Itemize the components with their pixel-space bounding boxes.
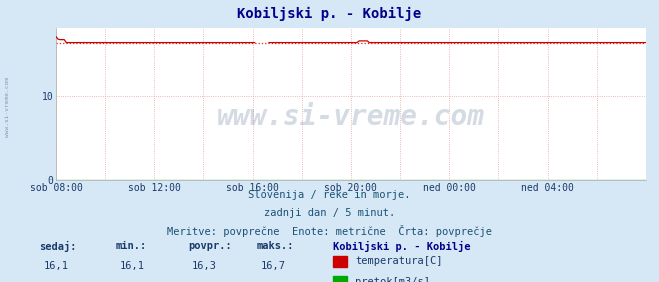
Text: povpr.:: povpr.:	[188, 241, 231, 251]
Text: min.:: min.:	[115, 241, 146, 251]
Text: zadnji dan / 5 minut.: zadnji dan / 5 minut.	[264, 208, 395, 218]
Text: www.si-vreme.com: www.si-vreme.com	[5, 77, 11, 137]
Text: Kobiljski p. - Kobilje: Kobiljski p. - Kobilje	[333, 241, 471, 252]
Text: www.si-vreme.com: www.si-vreme.com	[217, 103, 485, 131]
Text: 16,3: 16,3	[192, 261, 217, 271]
Text: pretok[m3/s]: pretok[m3/s]	[355, 277, 430, 282]
Text: Kobiljski p. - Kobilje: Kobiljski p. - Kobilje	[237, 7, 422, 21]
Text: temperatura[C]: temperatura[C]	[355, 256, 443, 266]
Text: Slovenija / reke in morje.: Slovenija / reke in morje.	[248, 190, 411, 200]
Text: Meritve: povprečne  Enote: metrične  Črta: povprečje: Meritve: povprečne Enote: metrične Črta:…	[167, 225, 492, 237]
Text: sedaj:: sedaj:	[40, 241, 77, 252]
Text: 16,1: 16,1	[43, 261, 69, 271]
Text: maks.:: maks.:	[257, 241, 295, 251]
Text: 16,1: 16,1	[119, 261, 144, 271]
Text: 16,7: 16,7	[261, 261, 286, 271]
